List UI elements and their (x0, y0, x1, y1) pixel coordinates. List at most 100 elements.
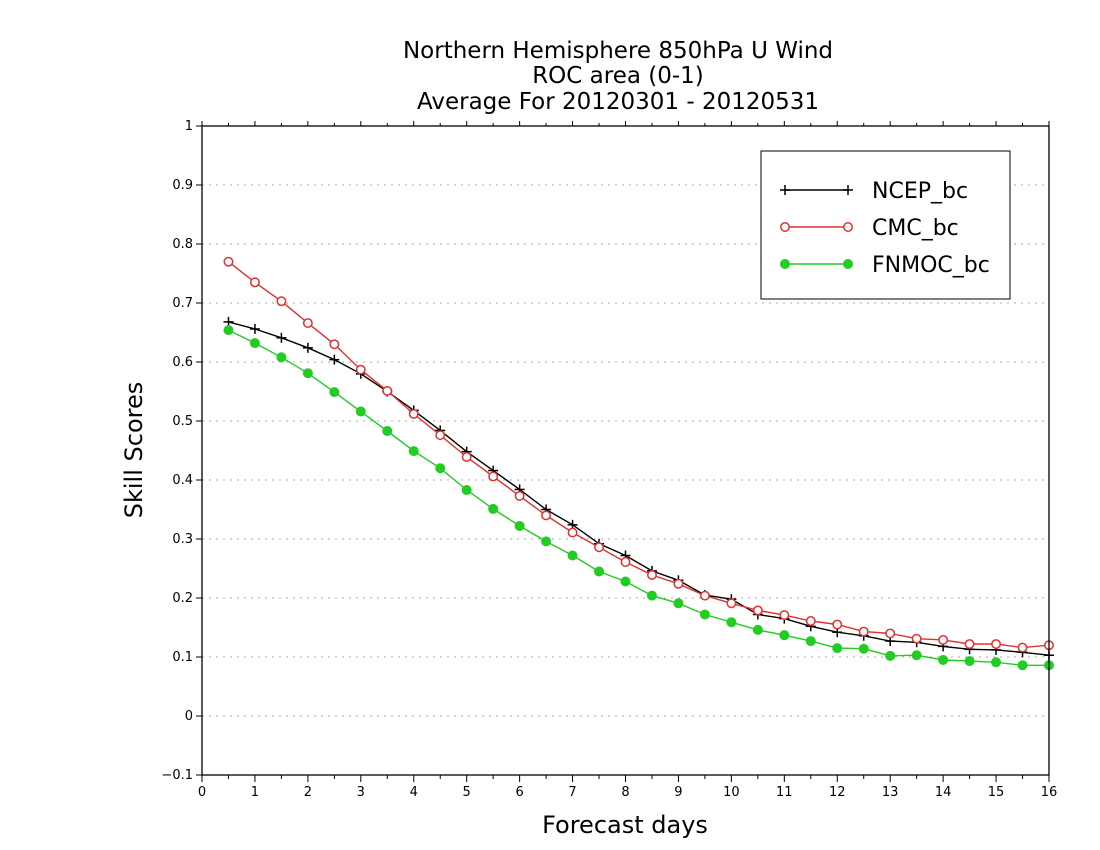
x-tick-label: 6 (515, 785, 523, 800)
y-tick-label: −0.1 (161, 768, 193, 783)
legend-marker (843, 222, 853, 232)
x-tick-label: 5 (463, 785, 471, 800)
x-tick-label: 1 (251, 785, 259, 800)
data-point-fnmoc-bc (885, 650, 896, 661)
data-point-cmc-bc (647, 570, 657, 580)
legend-entry-ncep-bc: NCEP_bc (780, 179, 968, 204)
legend-marker (843, 185, 853, 195)
data-point-fnmoc-bc (514, 521, 525, 532)
data-point-cmc-bc (699, 590, 710, 601)
data-point-fnmoc-bc (646, 590, 657, 601)
series-line-cmc-bc (228, 261, 1050, 649)
data-point-fnmoc-bc (461, 485, 472, 496)
data-point-fnmoc-bc (964, 656, 975, 667)
data-point-fnmoc-bc (382, 426, 393, 437)
legend-label: CMC_bc (872, 216, 959, 241)
legend-label: FNMOC_bc (872, 253, 990, 278)
data-point-cmc-bc (805, 616, 816, 626)
data-point-cmc-bc (408, 408, 419, 419)
legend-label: NCEP_bc (872, 179, 968, 204)
y-axis-label: Skill Scores (120, 382, 148, 519)
data-point-ncep-bc (249, 323, 260, 334)
x-tick-label: 7 (568, 785, 576, 800)
series-line-fnmoc-bc (228, 329, 1049, 666)
data-point-fnmoc-bc (620, 576, 631, 587)
data-point-cmc-bc (991, 639, 1002, 649)
data-point-fnmoc-bc (832, 643, 843, 654)
legend-marker (780, 259, 790, 269)
y-tick-label: 1 (185, 119, 193, 134)
y-tick-label: 0.7 (172, 296, 193, 311)
data-point-cmc-bc (355, 364, 366, 375)
y-tick-label: 0.1 (172, 650, 193, 665)
data-point-cmc-bc (249, 277, 260, 288)
x-tick-label: 12 (829, 785, 846, 800)
data-point-fnmoc-bc (276, 352, 287, 363)
x-tick-label: 8 (621, 785, 629, 800)
data-point-fnmoc-bc (752, 624, 763, 635)
data-point-fnmoc-bc (567, 550, 578, 561)
y-tick-label: 0.2 (172, 591, 193, 606)
x-axis-label: Forecast days (542, 811, 708, 839)
x-tick-label: 3 (357, 785, 365, 800)
data-point-cmc-bc (858, 626, 869, 637)
tick-layer: −0.100.10.20.30.40.50.60.70.80.910 1 2 3 4 5 6… (161, 119, 1057, 800)
y-tick-label: 0.4 (172, 473, 193, 488)
data-point-fnmoc-bc (779, 630, 790, 641)
data-point-fnmoc-bc (699, 609, 710, 620)
series-cmc-bc (223, 256, 1054, 653)
data-point-cmc-bc (964, 639, 975, 649)
x-tick-label: 11 (776, 785, 793, 800)
title-line-2: ROC area (0-1) (532, 63, 704, 89)
x-tick-label: 4 (410, 785, 418, 800)
data-point-cmc-bc (488, 471, 499, 482)
data-point-cmc-bc (567, 527, 578, 538)
x-tick-label: 10 (723, 785, 740, 800)
title-line-3: Average For 20120301 - 20120531 (417, 89, 819, 115)
data-point-fnmoc-bc (488, 503, 499, 514)
data-point-ncep-bc (302, 342, 313, 353)
data-point-cmc-bc (726, 598, 737, 609)
data-point-cmc-bc (276, 296, 287, 307)
data-point-fnmoc-bc (858, 643, 869, 654)
data-point-ncep-bc (276, 332, 287, 343)
data-point-fnmoc-bc (302, 368, 313, 379)
data-point-cmc-bc (1017, 642, 1028, 653)
data-point-cmc-bc (832, 619, 843, 630)
series-line-ncep-bc (228, 321, 1050, 656)
data-point-cmc-bc (329, 339, 340, 350)
legend-items: NCEP_bc CMC_bc FNMOC_bc (780, 179, 990, 278)
data-point-fnmoc-bc (435, 463, 446, 474)
y-tick-label: 0.5 (172, 414, 193, 429)
data-point-fnmoc-bc (408, 446, 419, 457)
data-point-ncep-bc (329, 354, 340, 365)
data-point-fnmoc-bc (541, 536, 552, 547)
grid-layer (202, 184, 1049, 717)
data-point-cmc-bc (514, 490, 525, 501)
x-tick-label: 0 (198, 785, 206, 800)
x-tick-label: 14 (935, 785, 952, 800)
data-point-cmc-bc (594, 542, 604, 553)
series-ncep-bc (223, 316, 1054, 661)
legend-entry-cmc-bc: CMC_bc (780, 216, 959, 241)
chart-title: Northern Hemisphere 850hPa U Wind ROC ar… (403, 38, 833, 115)
y-tick-label: 0 (185, 709, 193, 724)
data-point-fnmoc-bc (594, 566, 605, 577)
data-point-fnmoc-bc (223, 325, 234, 336)
data-point-cmc-bc (885, 628, 896, 639)
title-line-1: Northern Hemisphere 850hPa U Wind (403, 38, 833, 64)
data-point-cmc-bc (461, 452, 472, 462)
x-tick-label: 15 (988, 785, 1005, 800)
legend-box (760, 150, 1011, 300)
data-point-fnmoc-bc (911, 650, 922, 661)
data-point-fnmoc-bc (726, 617, 737, 628)
data-point-cmc-bc (938, 634, 949, 645)
y-tick-label: 0.9 (172, 178, 193, 193)
data-point-cmc-bc (223, 256, 234, 267)
x-tick-label: 9 (674, 785, 682, 800)
plot-frame (201, 125, 1050, 776)
y-tick-label: 0.6 (172, 355, 193, 370)
data-point-fnmoc-bc (1017, 660, 1028, 671)
data-point-cmc-bc (779, 610, 790, 621)
